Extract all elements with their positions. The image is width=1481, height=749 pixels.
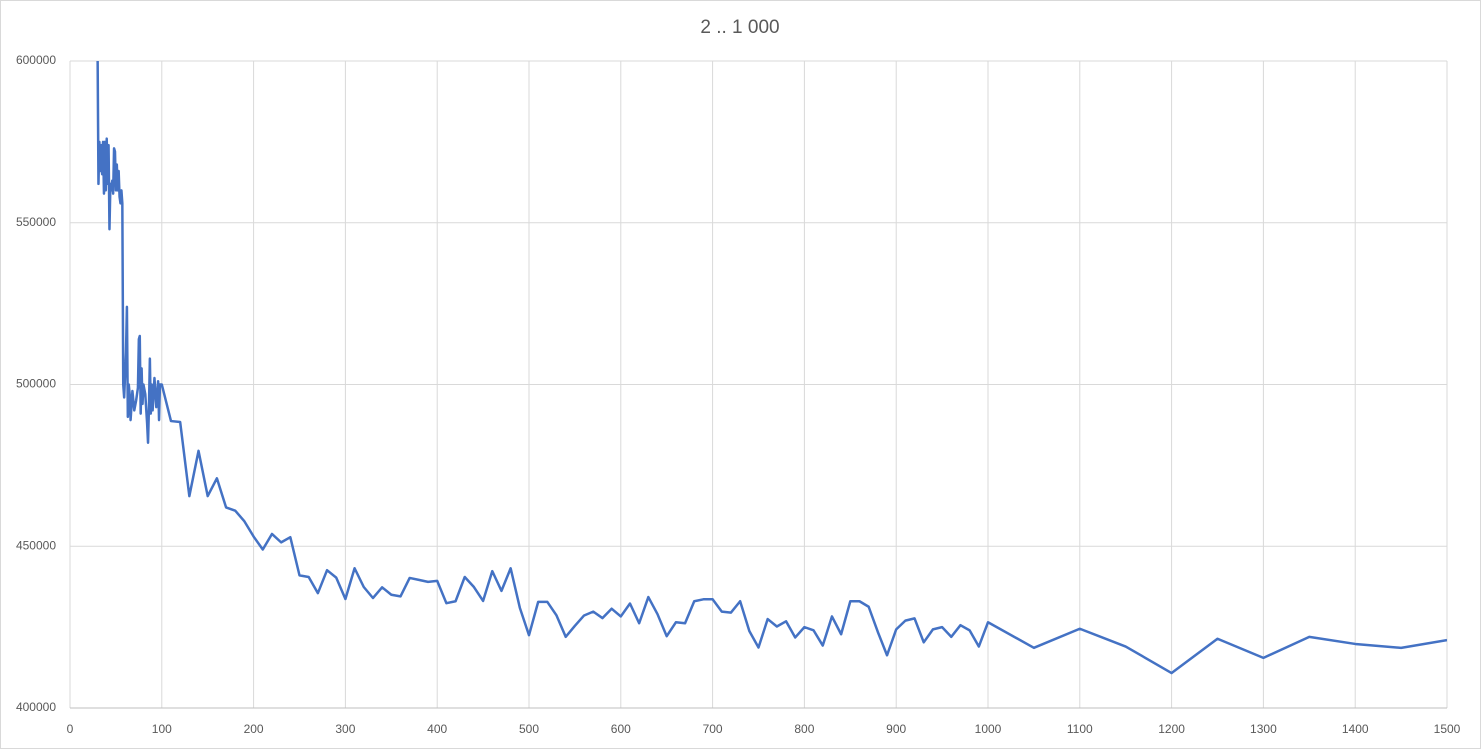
chart-title: 2 .. 1 000 [700, 17, 779, 38]
data-line [96, 61, 1447, 675]
x-tick-label: 400 [427, 722, 447, 736]
x-tick-label: 600 [611, 722, 631, 736]
x-tick-label: 0 [67, 722, 74, 736]
x-tick-label: 1000 [975, 722, 1002, 736]
x-tick-label: 1100 [1067, 722, 1093, 736]
y-tick-label: 400000 [16, 700, 56, 714]
y-tick-label: 550000 [16, 215, 56, 229]
y-tick-label: 600000 [16, 53, 56, 67]
x-tick-label: 200 [244, 722, 264, 736]
x-tick-label: 900 [886, 722, 906, 736]
x-tick-label: 700 [703, 722, 723, 736]
x-tick-label: 1300 [1250, 722, 1277, 736]
x-tick-label: 1500 [1434, 722, 1461, 736]
x-tick-label: 1400 [1342, 722, 1369, 736]
x-tick-label: 1200 [1158, 722, 1185, 736]
x-tick-label: 300 [335, 722, 355, 736]
y-tick-label: 450000 [16, 538, 56, 552]
x-tick-label: 500 [519, 722, 539, 736]
x-tick-label: 100 [152, 722, 172, 736]
y-tick-label: 500000 [16, 377, 56, 391]
x-tick-label: 800 [794, 722, 814, 736]
